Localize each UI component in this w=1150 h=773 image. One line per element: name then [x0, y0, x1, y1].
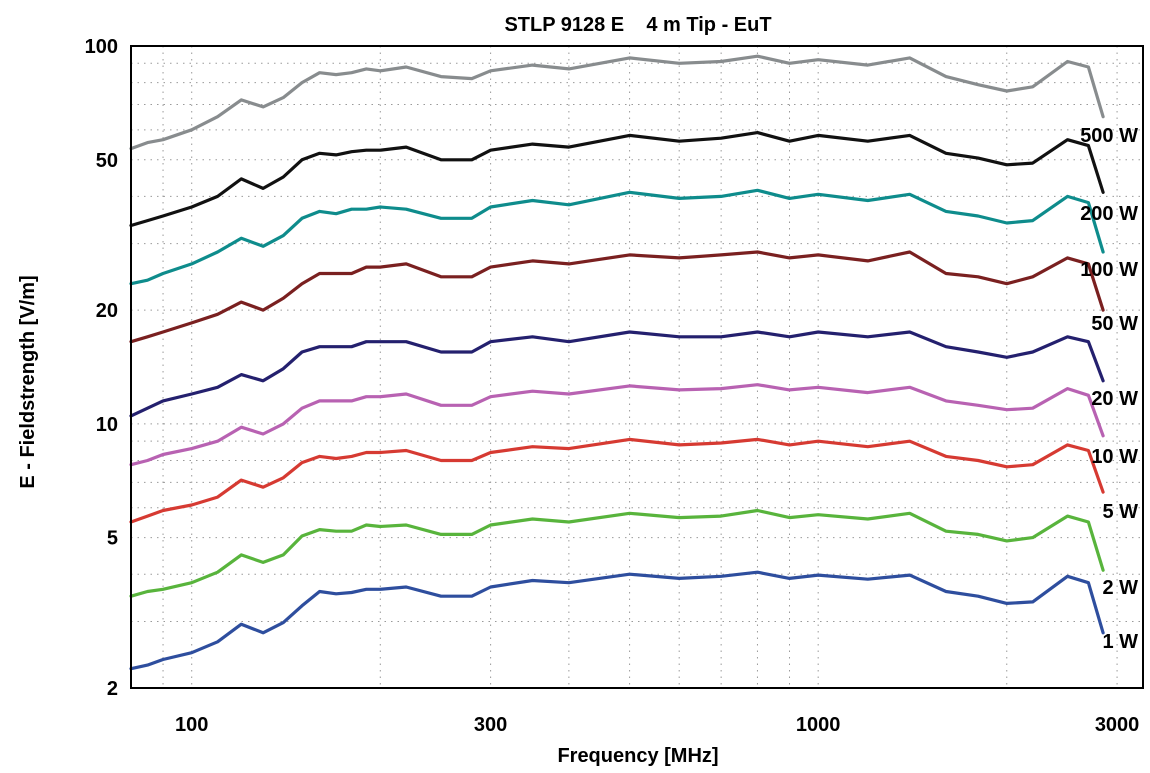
series-line-20w	[129, 330, 1105, 418]
series-label-5w: 5 W	[1102, 501, 1138, 523]
series-line-5w	[129, 437, 1105, 524]
x-tick-label: 100	[175, 714, 208, 736]
series-line-10w	[129, 383, 1105, 467]
y-axis-label: E - Fieldstrength [V/m]	[17, 275, 39, 488]
series-label-100w: 100 W	[1080, 259, 1138, 281]
series-line-2w	[129, 508, 1105, 598]
series-line-50w	[129, 250, 1105, 344]
x-tick-label: 300	[474, 714, 507, 736]
series-label-20w: 20 W	[1091, 388, 1138, 410]
series-label-10w: 10 W	[1091, 446, 1138, 468]
y-tick-label: 2	[107, 678, 118, 700]
tick-labels: 100 300 1000 3000 2 5 10 20 50 100	[85, 36, 1140, 736]
series-line-1w	[129, 570, 1105, 671]
series-label-500w: 500 W	[1080, 125, 1138, 147]
x-tick-label: 3000	[1095, 714, 1140, 736]
grid	[131, 46, 1143, 688]
y-tick-label: 50	[96, 150, 118, 172]
y-tick-label: 20	[96, 300, 118, 322]
plot-area-frame	[130, 45, 1144, 689]
series-line-100w	[129, 188, 1105, 286]
series-label-200w: 200 W	[1080, 203, 1138, 225]
series-labels: 500 W 200 W 100 W 50 W 20 W 10 W 5 W 2 W 1 W	[1080, 125, 1138, 653]
series-label-2w: 2 W	[1102, 577, 1138, 599]
series-label-1w: 1 W	[1102, 631, 1138, 653]
series-group	[129, 54, 1105, 671]
series-line-500w	[129, 54, 1105, 151]
series-label-50w: 50 W	[1091, 313, 1138, 335]
y-tick-label: 5	[107, 528, 118, 550]
chart-title: STLP 9128 E 4 m Tip - EuT	[504, 14, 771, 36]
y-tick-label: 10	[96, 414, 118, 436]
series-line-200w	[129, 131, 1105, 228]
x-tick-label: 1000	[796, 714, 841, 736]
x-axis-label: Frequency [MHz]	[557, 745, 718, 767]
y-tick-label: 100	[85, 36, 118, 58]
